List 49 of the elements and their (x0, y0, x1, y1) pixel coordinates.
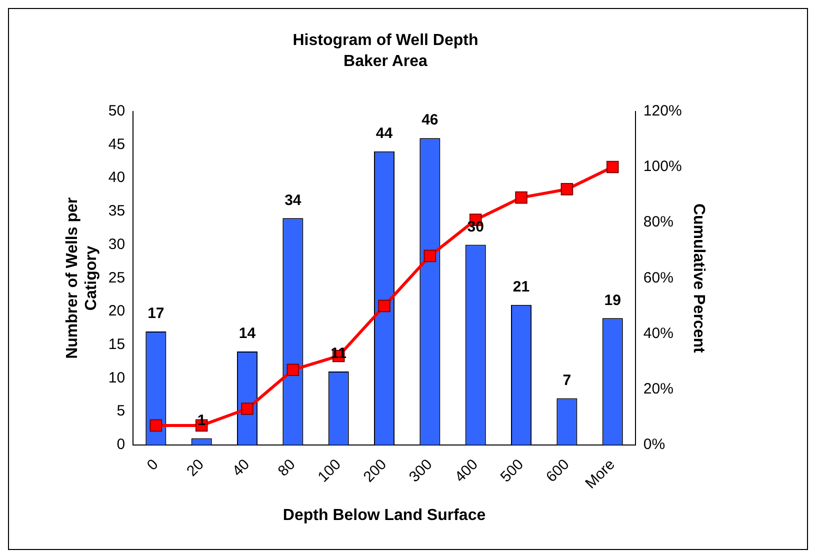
x-tick-label: 500 (497, 456, 528, 486)
x-tick-label: 200 (360, 456, 390, 486)
y-tick-label: 5 (116, 402, 126, 420)
point (150, 419, 162, 432)
y-tick-label: 30 (108, 236, 126, 253)
x-tick-label: 20 (184, 456, 208, 480)
chart-title: Histogram of Well Depth (292, 32, 478, 50)
x-tick-label: 100 (314, 456, 344, 486)
point (560, 183, 574, 196)
data-label: 17 (148, 305, 164, 322)
x-tick-label: 40 (229, 456, 254, 480)
x-tick-label: 600 (542, 456, 573, 486)
y-tick-label: 0 (116, 436, 126, 454)
x-tick-label: 400 (452, 456, 482, 486)
point (241, 402, 254, 415)
y2-tick-label: 0% (643, 436, 666, 454)
y2-axis-title: Cumulative Percent (690, 203, 707, 354)
data-label: 21 (512, 278, 530, 296)
data-label: 19 (604, 292, 621, 309)
data-label: 46 (422, 112, 438, 129)
y2-tick-label: 100% (643, 158, 682, 176)
y-tick-label: 50 (108, 102, 126, 120)
point (378, 300, 390, 312)
data-label: 7 (562, 372, 572, 389)
point (606, 160, 619, 174)
y2-tick-label: 60% (643, 269, 674, 286)
x-tick-label: 80 (274, 456, 299, 480)
y2-tick-label: 80% (643, 214, 674, 231)
chart-subtitle: Baker Area (344, 53, 428, 70)
y-tick-label: 35 (108, 202, 126, 220)
y-tick-label: 10 (108, 369, 126, 386)
y-tick-label: 45 (108, 136, 126, 153)
y2-tick-label: 40% (643, 324, 674, 342)
x-tick-label: 300 (406, 456, 436, 486)
y-tick-label: 15 (108, 336, 126, 353)
y-tick-label: 20 (108, 302, 126, 320)
y2-tick-label: 120% (643, 102, 682, 120)
x-axis-title: Depth Below Land Surface (282, 506, 486, 524)
point (286, 364, 300, 376)
point (424, 250, 436, 262)
point (515, 191, 528, 204)
data-label: 34 (284, 192, 302, 209)
y2-tick-label: 20% (643, 380, 674, 398)
data-label: 14 (238, 325, 256, 342)
data-label: 44 (376, 125, 394, 142)
y-axis-title: Numbrer of Wells per Catigory (64, 197, 100, 359)
y-tick-label: 40 (108, 169, 126, 186)
x-tick-label: 0 (144, 456, 162, 474)
y-tick-label: 25 (108, 269, 126, 286)
